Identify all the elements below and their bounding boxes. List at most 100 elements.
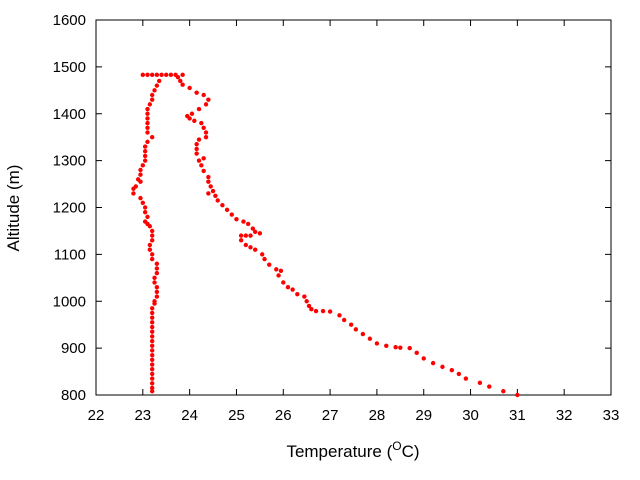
data-point <box>168 72 174 78</box>
data-point <box>313 308 319 314</box>
data-point <box>131 186 136 191</box>
data-point <box>154 72 160 78</box>
data-point <box>140 72 146 78</box>
data-point <box>152 280 157 285</box>
data-point <box>281 280 286 285</box>
data-point <box>145 214 150 220</box>
data-point <box>213 193 218 198</box>
data-point <box>208 184 213 189</box>
data-point <box>149 233 155 238</box>
data-point <box>173 72 178 78</box>
x-tick-label: 32 <box>556 407 573 424</box>
data-point <box>149 352 155 358</box>
data-point <box>407 345 412 351</box>
data-point <box>201 92 206 98</box>
data-point <box>185 113 190 119</box>
data-point <box>241 219 246 224</box>
y-tick-label: 1100 <box>54 246 86 263</box>
data-point <box>309 307 314 312</box>
data-point <box>327 309 333 314</box>
data-point <box>147 247 153 252</box>
data-point <box>149 228 155 234</box>
data-point <box>245 221 251 227</box>
data-point <box>243 242 249 248</box>
data-point <box>149 252 155 257</box>
x-tick-label: 33 <box>603 407 620 424</box>
data-point <box>142 205 148 210</box>
data-point <box>152 301 157 306</box>
data-point <box>147 224 153 229</box>
data-point <box>203 102 209 107</box>
data-point <box>252 247 258 252</box>
data-point <box>374 341 380 346</box>
data-point <box>206 174 211 180</box>
data-point <box>367 336 373 341</box>
y-tick-label: 1600 <box>53 12 86 29</box>
y-tick-label: 1000 <box>53 293 86 310</box>
data-point <box>192 118 197 123</box>
data-point <box>456 371 462 377</box>
data-point <box>199 120 204 126</box>
data-point <box>149 134 155 140</box>
data-point <box>149 348 155 353</box>
y-axis-ticks: 800 900 1000 1100 1200 1300 1400 1500 1600 <box>53 12 611 404</box>
data-point <box>149 357 155 363</box>
data-point <box>142 209 148 215</box>
data-point <box>187 85 192 91</box>
data-point <box>463 376 469 381</box>
data-point <box>145 139 150 145</box>
x-tick-label: 25 <box>228 407 245 424</box>
x-tick-label: 30 <box>462 407 479 424</box>
data-point <box>501 389 506 394</box>
data-point <box>290 287 295 292</box>
data-point <box>149 385 155 391</box>
data-point <box>430 360 436 366</box>
data-point <box>138 172 143 177</box>
data-point <box>149 338 155 344</box>
data-point <box>229 212 234 217</box>
data-point <box>449 367 455 373</box>
data-point <box>384 343 389 348</box>
data-point <box>199 163 204 168</box>
data-point <box>393 344 398 350</box>
data-point <box>248 233 253 238</box>
data-point <box>206 97 211 102</box>
data-point <box>515 392 520 398</box>
data-point <box>302 294 307 299</box>
x-tick-label: 22 <box>88 407 105 424</box>
data-point <box>142 144 148 149</box>
data-point <box>243 233 249 238</box>
data-point <box>138 195 143 201</box>
y-tick-label: 900 <box>61 340 86 357</box>
data-point <box>252 229 258 235</box>
x-tick-label: 31 <box>509 407 526 424</box>
data-point <box>194 151 199 156</box>
data-point <box>154 270 160 276</box>
data-point <box>149 72 155 78</box>
data-point <box>149 389 155 394</box>
data-point <box>145 72 150 78</box>
data-point <box>178 78 183 84</box>
data-point <box>142 149 148 154</box>
data-point <box>306 303 312 309</box>
data-point <box>149 256 155 262</box>
data-point <box>206 179 211 184</box>
x-axis-label-superscript: O <box>392 439 401 453</box>
data-point <box>285 284 291 290</box>
data-point <box>147 102 153 107</box>
y-axis-label: Altitude (m) <box>4 165 23 252</box>
data-point <box>152 275 157 281</box>
data-point <box>262 256 267 262</box>
data-point <box>154 83 160 88</box>
data-point <box>276 273 281 278</box>
data-point <box>149 371 155 377</box>
data-point <box>201 168 206 174</box>
y-tick-label: 1200 <box>53 200 86 217</box>
data-point <box>154 284 160 290</box>
data-point <box>194 146 199 152</box>
x-tick-label: 28 <box>369 407 386 424</box>
data-point <box>238 238 244 243</box>
data-point <box>274 267 279 272</box>
y-tick-label: 1500 <box>53 59 86 76</box>
